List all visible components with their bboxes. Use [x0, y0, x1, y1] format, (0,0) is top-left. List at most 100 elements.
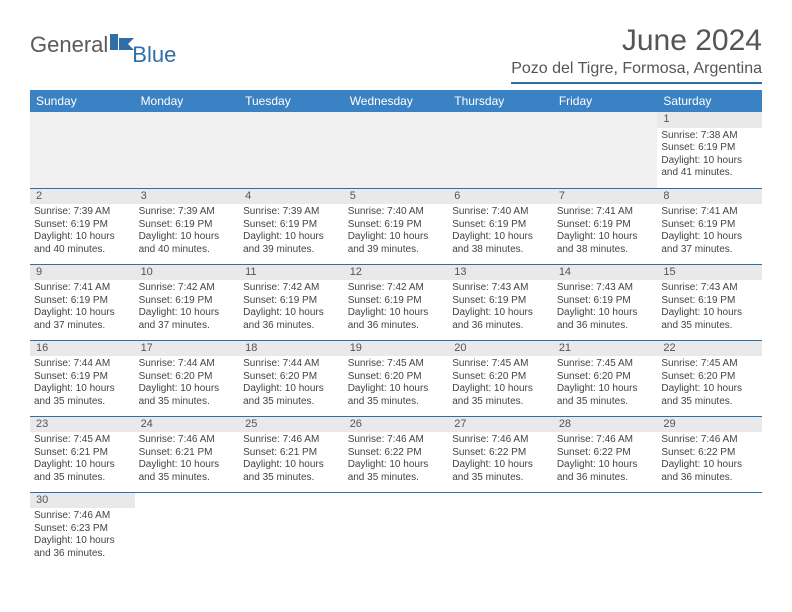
day-number: 5: [344, 189, 449, 205]
daylight-line: Daylight: 10 hours and 40 minutes.: [139, 231, 236, 256]
calendar-cell-empty: [135, 492, 240, 568]
sunset-line: Sunset: 6:19 PM: [243, 295, 340, 308]
daylight-line: Daylight: 10 hours and 37 minutes.: [34, 307, 131, 332]
calendar-cell: 29Sunrise: 7:46 AMSunset: 6:22 PMDayligh…: [657, 416, 762, 492]
sunrise-line: Sunrise: 7:40 AM: [348, 206, 445, 219]
calendar-cell-empty: [553, 112, 658, 188]
daylight-line: Daylight: 10 hours and 38 minutes.: [557, 231, 654, 256]
day-number: 7: [553, 189, 658, 205]
daylight-line: Daylight: 10 hours and 37 minutes.: [661, 231, 758, 256]
sunset-line: Sunset: 6:19 PM: [557, 295, 654, 308]
title-block: June 2024 Pozo del Tigre, Formosa, Argen…: [511, 24, 762, 84]
day-number: 30: [30, 493, 135, 509]
calendar-cell: 24Sunrise: 7:46 AMSunset: 6:21 PMDayligh…: [135, 416, 240, 492]
sunrise-line: Sunrise: 7:46 AM: [243, 434, 340, 447]
calendar-cell: 4Sunrise: 7:39 AMSunset: 6:19 PMDaylight…: [239, 188, 344, 264]
daylight-line: Daylight: 10 hours and 35 minutes.: [139, 459, 236, 484]
sunrise-line: Sunrise: 7:40 AM: [452, 206, 549, 219]
sunrise-line: Sunrise: 7:41 AM: [661, 206, 758, 219]
daylight-line: Daylight: 10 hours and 35 minutes.: [452, 383, 549, 408]
sunrise-line: Sunrise: 7:43 AM: [661, 282, 758, 295]
calendar-cell: 17Sunrise: 7:44 AMSunset: 6:20 PMDayligh…: [135, 340, 240, 416]
daylight-line: Daylight: 10 hours and 41 minutes.: [661, 155, 758, 180]
sunrise-line: Sunrise: 7:45 AM: [557, 358, 654, 371]
sunset-line: Sunset: 6:19 PM: [348, 295, 445, 308]
sunrise-line: Sunrise: 7:39 AM: [243, 206, 340, 219]
location: Pozo del Tigre, Formosa, Argentina: [511, 60, 762, 84]
calendar-table: SundayMondayTuesdayWednesdayThursdayFrid…: [30, 90, 762, 568]
day-header-row: SundayMondayTuesdayWednesdayThursdayFrid…: [30, 90, 762, 112]
sunrise-line: Sunrise: 7:41 AM: [34, 282, 131, 295]
calendar-row: 9Sunrise: 7:41 AMSunset: 6:19 PMDaylight…: [30, 264, 762, 340]
calendar-cell: 3Sunrise: 7:39 AMSunset: 6:19 PMDaylight…: [135, 188, 240, 264]
day-number: 27: [448, 417, 553, 433]
calendar-cell: 26Sunrise: 7:46 AMSunset: 6:22 PMDayligh…: [344, 416, 449, 492]
day-number: 24: [135, 417, 240, 433]
calendar-row: 30Sunrise: 7:46 AMSunset: 6:23 PMDayligh…: [30, 492, 762, 568]
sunrise-line: Sunrise: 7:42 AM: [243, 282, 340, 295]
sunset-line: Sunset: 6:21 PM: [243, 447, 340, 460]
sunset-line: Sunset: 6:19 PM: [557, 219, 654, 232]
calendar-cell-empty: [657, 492, 762, 568]
sunrise-line: Sunrise: 7:46 AM: [557, 434, 654, 447]
daylight-line: Daylight: 10 hours and 36 minutes.: [34, 535, 131, 560]
sunset-line: Sunset: 6:19 PM: [139, 295, 236, 308]
daylight-line: Daylight: 10 hours and 39 minutes.: [348, 231, 445, 256]
day-number: 15: [657, 265, 762, 281]
day-header: Monday: [135, 90, 240, 112]
sunrise-line: Sunrise: 7:45 AM: [452, 358, 549, 371]
calendar-cell-empty: [239, 492, 344, 568]
day-number: 18: [239, 341, 344, 357]
sunset-line: Sunset: 6:19 PM: [661, 295, 758, 308]
day-number: 19: [344, 341, 449, 357]
sunrise-line: Sunrise: 7:45 AM: [34, 434, 131, 447]
day-header: Friday: [553, 90, 658, 112]
sunset-line: Sunset: 6:19 PM: [139, 219, 236, 232]
sunrise-line: Sunrise: 7:46 AM: [452, 434, 549, 447]
sunrise-line: Sunrise: 7:45 AM: [348, 358, 445, 371]
sunset-line: Sunset: 6:19 PM: [661, 219, 758, 232]
calendar-row: 23Sunrise: 7:45 AMSunset: 6:21 PMDayligh…: [30, 416, 762, 492]
daylight-line: Daylight: 10 hours and 35 minutes.: [243, 383, 340, 408]
calendar-cell: 23Sunrise: 7:45 AMSunset: 6:21 PMDayligh…: [30, 416, 135, 492]
calendar-cell-empty: [30, 112, 135, 188]
calendar-cell: 11Sunrise: 7:42 AMSunset: 6:19 PMDayligh…: [239, 264, 344, 340]
day-header: Tuesday: [239, 90, 344, 112]
sunrise-line: Sunrise: 7:39 AM: [34, 206, 131, 219]
day-number: 22: [657, 341, 762, 357]
daylight-line: Daylight: 10 hours and 36 minutes.: [557, 307, 654, 332]
day-number: 21: [553, 341, 658, 357]
sunset-line: Sunset: 6:20 PM: [243, 371, 340, 384]
sunset-line: Sunset: 6:19 PM: [34, 371, 131, 384]
day-number: 28: [553, 417, 658, 433]
day-number: 23: [30, 417, 135, 433]
brand-general: General: [30, 32, 108, 58]
sunset-line: Sunset: 6:19 PM: [243, 219, 340, 232]
sunset-line: Sunset: 6:19 PM: [348, 219, 445, 232]
calendar-cell: 16Sunrise: 7:44 AMSunset: 6:19 PMDayligh…: [30, 340, 135, 416]
calendar-cell: 7Sunrise: 7:41 AMSunset: 6:19 PMDaylight…: [553, 188, 658, 264]
header: General Blue June 2024 Pozo del Tigre, F…: [30, 24, 762, 84]
sunrise-line: Sunrise: 7:46 AM: [661, 434, 758, 447]
day-header: Wednesday: [344, 90, 449, 112]
calendar-cell: 19Sunrise: 7:45 AMSunset: 6:20 PMDayligh…: [344, 340, 449, 416]
daylight-line: Daylight: 10 hours and 35 minutes.: [452, 459, 549, 484]
daylight-line: Daylight: 10 hours and 35 minutes.: [139, 383, 236, 408]
day-number: 2: [30, 189, 135, 205]
day-number: 13: [448, 265, 553, 281]
month-title: June 2024: [511, 24, 762, 58]
sunset-line: Sunset: 6:22 PM: [348, 447, 445, 460]
day-number: 6: [448, 189, 553, 205]
sunset-line: Sunset: 6:21 PM: [34, 447, 131, 460]
day-number: 26: [344, 417, 449, 433]
daylight-line: Daylight: 10 hours and 38 minutes.: [452, 231, 549, 256]
calendar-row: 16Sunrise: 7:44 AMSunset: 6:19 PMDayligh…: [30, 340, 762, 416]
daylight-line: Daylight: 10 hours and 36 minutes.: [452, 307, 549, 332]
daylight-line: Daylight: 10 hours and 35 minutes.: [661, 383, 758, 408]
sunrise-line: Sunrise: 7:39 AM: [139, 206, 236, 219]
day-number: 25: [239, 417, 344, 433]
sunrise-line: Sunrise: 7:42 AM: [348, 282, 445, 295]
daylight-line: Daylight: 10 hours and 36 minutes.: [557, 459, 654, 484]
sunrise-line: Sunrise: 7:42 AM: [139, 282, 236, 295]
day-number: 1: [657, 112, 762, 128]
